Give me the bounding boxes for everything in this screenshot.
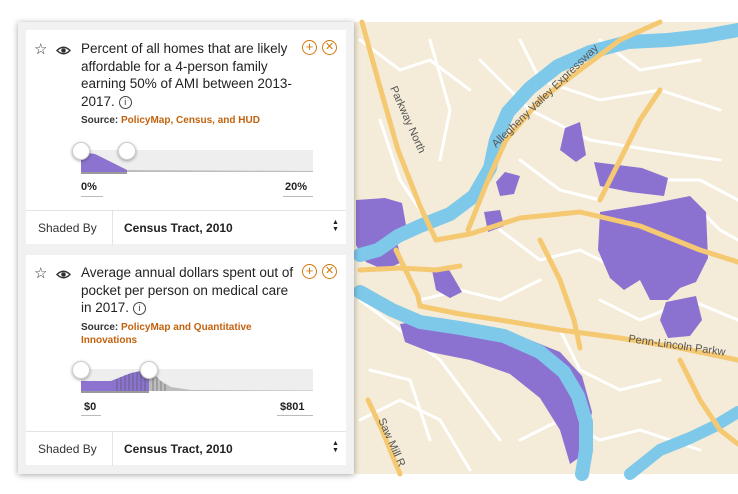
- plus-circle-icon[interactable]: +: [302, 40, 317, 55]
- divider: [112, 211, 113, 245]
- slider-min-handle[interactable]: [72, 142, 90, 160]
- range-min-label: $0: [84, 401, 97, 413]
- layer-card: ☆ Percent of all homes that are likely a…: [26, 30, 346, 245]
- highways: [357, 19, 738, 477]
- shaded-by-label: Shaded By: [38, 442, 97, 456]
- layer-title: Average annual dollars spent out of pock…: [81, 265, 294, 315]
- slider-max-handle[interactable]: [140, 361, 158, 379]
- layer-source: Source: PolicyMap, Census, and HUD: [81, 115, 260, 126]
- rivers: [353, 23, 738, 481]
- range-min-label: 0%: [81, 181, 97, 193]
- layer-title: Percent of all homes that are likely aff…: [81, 41, 292, 109]
- shaded-by-select[interactable]: Shaded By Census Tract, 2010 ▲ ▼: [26, 210, 346, 245]
- slider-range-line: [81, 391, 149, 393]
- slider-histogram: [81, 152, 313, 172]
- info-icon[interactable]: i: [118, 95, 132, 109]
- range-min-underline: [81, 196, 103, 197]
- star-icon[interactable]: ☆: [34, 41, 48, 58]
- shaded-by-label: Shaded By: [38, 221, 97, 235]
- range-min-underline: [81, 415, 101, 416]
- range-max-underline: [283, 196, 313, 197]
- eye-icon[interactable]: [56, 268, 71, 283]
- eye-icon[interactable]: [56, 44, 71, 59]
- shaded-by-value: Census Tract, 2010: [124, 221, 233, 235]
- range-slider[interactable]: [72, 142, 313, 176]
- plus-circle-icon[interactable]: +: [302, 264, 317, 279]
- source-link[interactable]: PolicyMap and Quantitative Innovations: [81, 322, 252, 346]
- source-link[interactable]: PolicyMap, Census, and HUD: [121, 115, 260, 126]
- slider-histogram: [81, 371, 313, 391]
- info-icon[interactable]: i: [133, 302, 147, 315]
- shaded-by-value: Census Tract, 2010: [124, 442, 233, 456]
- star-icon[interactable]: ☆: [34, 265, 48, 282]
- sort-arrows-icon[interactable]: ▲ ▼: [332, 219, 339, 233]
- slider-track: [81, 150, 313, 172]
- range-slider[interactable]: [72, 361, 313, 395]
- slider-min-handle[interactable]: [72, 361, 90, 379]
- close-circle-icon[interactable]: ✕: [322, 264, 337, 279]
- slider-max-handle[interactable]: [118, 142, 136, 160]
- close-circle-icon[interactable]: ✕: [322, 40, 337, 55]
- layer-card: ☆ Average annual dollars spent out of po…: [26, 255, 346, 466]
- slider-range-line: [81, 172, 127, 174]
- shaded-by-select[interactable]: Shaded By Census Tract, 2010 ▲ ▼: [26, 431, 346, 466]
- range-max-underline: [277, 415, 313, 416]
- divider: [112, 432, 113, 466]
- sort-arrows-icon[interactable]: ▲ ▼: [332, 440, 339, 454]
- range-max-label: 20%: [285, 181, 308, 193]
- layer-source: Source: PolicyMap and Quantitative Innov…: [81, 322, 252, 346]
- range-max-label: $801: [280, 401, 305, 413]
- layer-panel: ☆ Percent of all homes that are likely a…: [18, 22, 354, 474]
